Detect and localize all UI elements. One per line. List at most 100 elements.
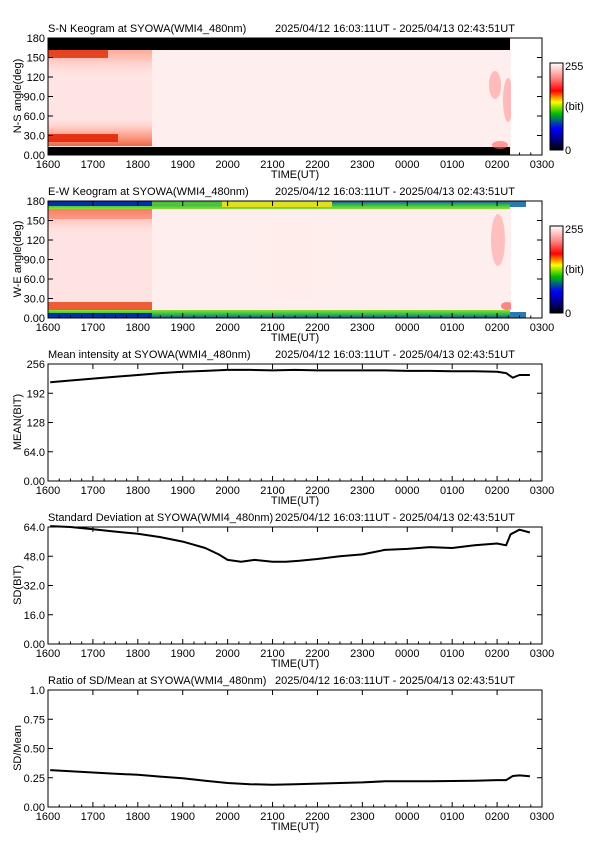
x-tick-label: 0200	[485, 322, 509, 334]
y-tick-label: 120	[27, 235, 45, 247]
y-tick-label: 150	[27, 216, 45, 228]
x-tick-label: 2000	[215, 485, 239, 497]
x-tick-label: 0200	[485, 648, 509, 660]
x-tick-label: 0100	[440, 485, 464, 497]
sn-colorbar: 255 (bit) 0	[549, 61, 584, 157]
y-tick-label: 90.0	[24, 255, 45, 267]
x-tick-label: 1900	[170, 322, 194, 334]
x-tick-label: 0300	[530, 811, 554, 823]
standard-deviation-title: Standard Deviation at SYOWA(WMI4_480nm)	[48, 512, 273, 524]
y-tick-label: 180	[27, 33, 45, 45]
x-tick-label: 0100	[440, 159, 464, 171]
x-tick-label: 0200	[485, 159, 509, 171]
y-tick-label: 0.00	[24, 313, 45, 325]
x-tick-label: 1600	[36, 322, 60, 334]
x-tick-label: 1800	[126, 485, 150, 497]
y-tick-label: 0.50	[24, 744, 45, 756]
x-tick-label: 1800	[126, 811, 150, 823]
sn-colorbar-max-label: 255	[565, 61, 583, 73]
ew-keogram-panel: E-W Keogram at SYOWA(WMI4_480nm) 2025/04…	[12, 186, 584, 344]
x-tick-label: 2000	[215, 648, 239, 660]
x-tick-label: 1900	[170, 159, 194, 171]
x-tick-label: 1600	[36, 648, 60, 660]
sd-mean-ratio-xlabel: TIME(UT)	[271, 821, 319, 833]
y-tick-label: 180	[27, 196, 45, 208]
sn-keogram-panel: S-N Keogram at SYOWA(WMI4_480nm) 2025/04…	[12, 23, 584, 181]
x-tick-label: 2300	[350, 648, 374, 660]
standard-deviation-panel: Standard Deviation at SYOWA(WMI4_480nm) …	[12, 512, 554, 670]
mean-intensity-panel: Mean intensity at SYOWA(WMI4_480nm) 2025…	[12, 349, 554, 507]
x-tick-label: 1900	[170, 648, 194, 660]
ew-keogram-time-range: 2025/04/12 16:03:11UT - 2025/04/13 02:43…	[275, 186, 515, 198]
ew-colorbar-unit-label: (bit)	[565, 264, 584, 276]
sn-colorbar-min-label: 0	[565, 145, 571, 157]
sn-keogram-ylabel: N-S angle(deg)	[12, 59, 24, 134]
sn-keogram-time-range: 2025/04/12 16:03:11UT - 2025/04/13 02:43…	[275, 23, 515, 35]
x-tick-label: 2200	[305, 811, 329, 823]
y-tick-label: 30.0	[24, 294, 45, 306]
x-tick-label: 0100	[440, 811, 464, 823]
ew-keogram-image	[48, 201, 542, 318]
ew-keogram-title: E-W Keogram at SYOWA(WMI4_480nm)	[48, 186, 249, 198]
x-tick-label: 1800	[126, 322, 150, 334]
x-tick-label: 2300	[350, 159, 374, 171]
x-tick-label: 2100	[260, 159, 284, 171]
x-tick-label: 0300	[530, 648, 554, 660]
sn-colorbar-unit-label: (bit)	[565, 101, 584, 113]
x-tick-label: 1600	[36, 159, 60, 171]
x-tick-label: 1600	[36, 485, 60, 497]
y-tick-label: 0.00	[24, 802, 45, 814]
y-tick-label: 16.0	[24, 610, 45, 622]
sn-keogram-title: S-N Keogram at SYOWA(WMI4_480nm)	[48, 23, 246, 35]
x-tick-label: 0000	[395, 322, 419, 334]
y-tick-label: 0.00	[24, 150, 45, 162]
ew-colorbar-min-label: 0	[565, 308, 571, 320]
standard-deviation-time-range: 2025/04/12 16:03:11UT - 2025/04/13 02:43…	[275, 512, 515, 524]
y-tick-label: 30.0	[24, 131, 45, 143]
x-tick-label: 0000	[395, 485, 419, 497]
ew-keogram-xlabel: TIME(UT)	[271, 332, 319, 344]
series-line	[50, 525, 531, 563]
x-tick-label: 2200	[305, 485, 329, 497]
y-tick-label: 64.0	[24, 447, 45, 459]
sd-mean-ratio-title: Ratio of SD/Mean at SYOWA(WMI4_480nm)	[48, 675, 266, 687]
y-tick-label: 0.25	[24, 773, 45, 785]
x-tick-label: 0100	[440, 648, 464, 660]
y-tick-label: 32.0	[24, 581, 45, 593]
ew-colorbar: 255 (bit) 0	[549, 224, 584, 320]
mean-intensity-xlabel: TIME(UT)	[271, 495, 319, 507]
standard-deviation-xlabel: TIME(UT)	[271, 658, 319, 670]
mean-intensity-time-range: 2025/04/12 16:03:11UT - 2025/04/13 02:43…	[275, 349, 515, 361]
x-tick-label: 2100	[260, 485, 284, 497]
y-tick-label: 0.00	[24, 476, 45, 488]
x-tick-label: 0300	[530, 159, 554, 171]
ew-keogram-ylabel: W-E angle(deg)	[12, 221, 24, 298]
y-tick-label: 0.00	[24, 639, 45, 651]
x-tick-label: 0300	[530, 322, 554, 334]
standard-deviation-ylabel: SD(BIT)	[12, 565, 24, 605]
sd-mean-ratio-time-range: 2025/04/12 16:03:11UT - 2025/04/13 02:43…	[275, 675, 515, 687]
x-tick-label: 2100	[260, 322, 284, 334]
y-tick-label: 192	[27, 388, 45, 400]
sn-keogram-xlabel: TIME(UT)	[271, 169, 319, 181]
mean-intensity-title: Mean intensity at SYOWA(WMI4_480nm)	[48, 349, 251, 361]
y-tick-label: 64.0	[24, 522, 45, 534]
x-tick-label: 1700	[81, 648, 105, 660]
y-tick-label: 150	[27, 53, 45, 65]
x-tick-label: 2300	[350, 485, 374, 497]
x-tick-label: 1800	[126, 648, 150, 660]
y-tick-label: 128	[27, 418, 45, 430]
x-tick-label: 0100	[440, 322, 464, 334]
x-tick-label: 0200	[485, 485, 509, 497]
x-tick-label: 2300	[350, 811, 374, 823]
x-tick-label: 2300	[350, 322, 374, 334]
x-tick-label: 0000	[395, 811, 419, 823]
series-line	[50, 769, 530, 786]
x-tick-label: 2000	[215, 322, 239, 334]
y-tick-label: 60.0	[24, 111, 45, 123]
sd-mean-ratio-ylabel: SD/Mean	[12, 725, 24, 771]
x-tick-label: 0000	[395, 648, 419, 660]
x-tick-label: 0200	[485, 811, 509, 823]
x-tick-label: 1600	[36, 811, 60, 823]
